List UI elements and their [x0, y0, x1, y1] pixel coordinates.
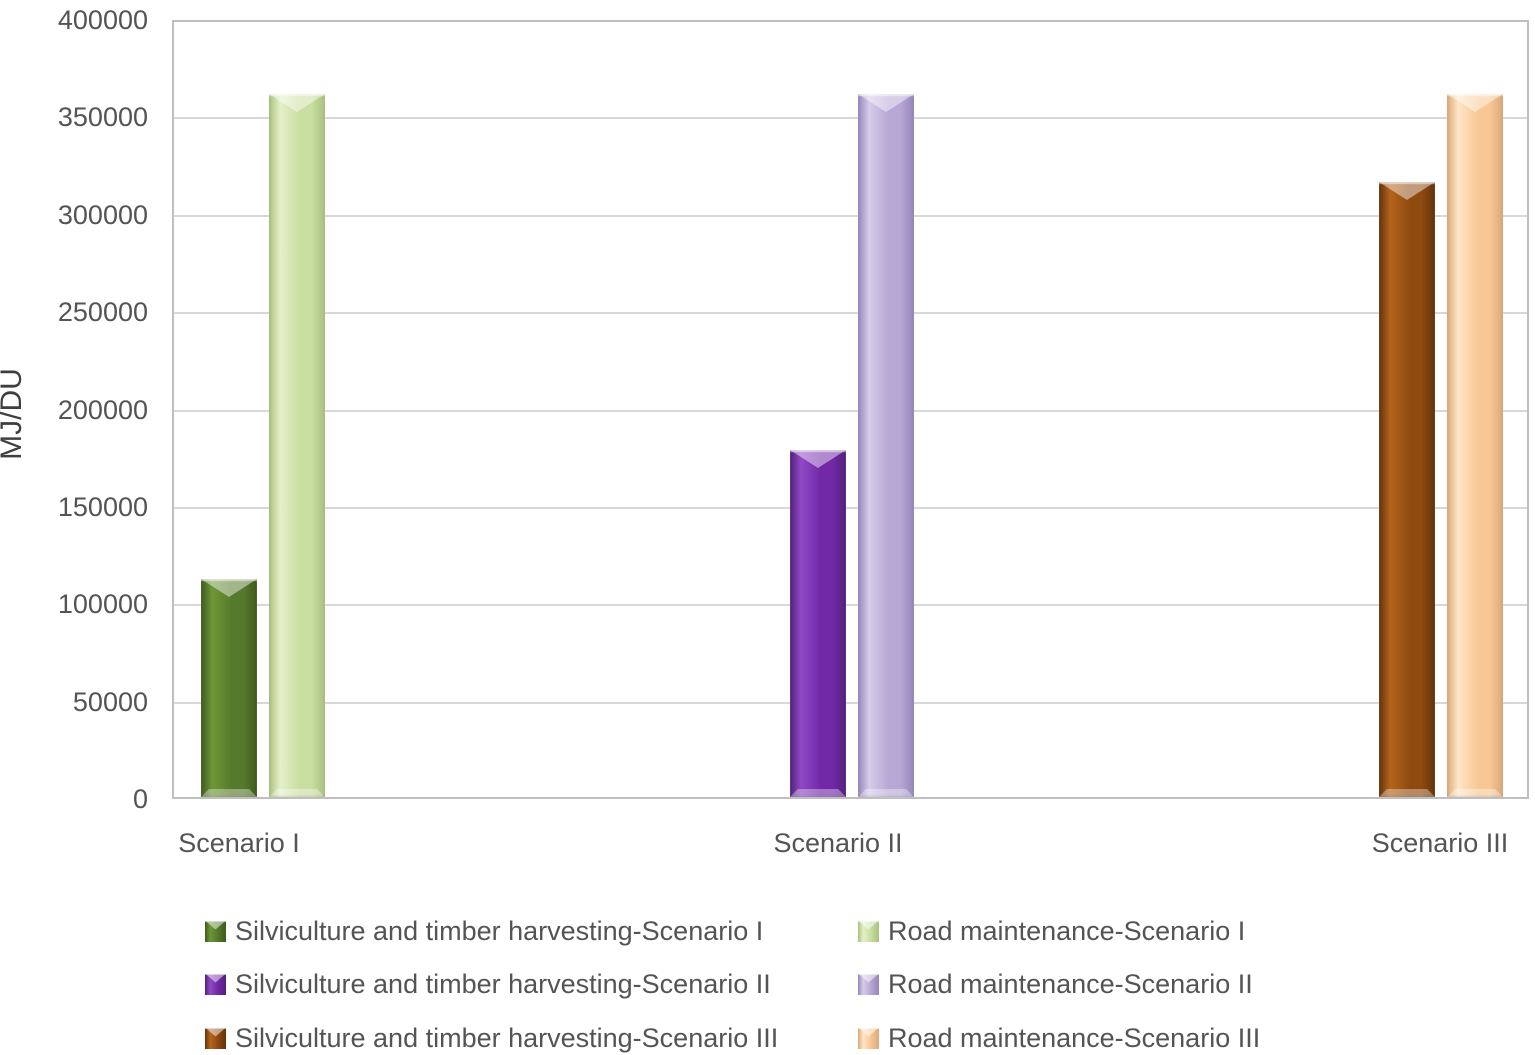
legend-item: Silviculture and timber harvesting-Scena…: [205, 1023, 778, 1053]
bar-top-bevel: [1447, 94, 1503, 112]
legend-label: Silviculture and timber harvesting-Scena…: [235, 1023, 779, 1053]
bar-road-maintenance-scenario-ii: [858, 94, 914, 797]
y-tick-label: 0: [132, 784, 148, 814]
y-tick-label: 300000: [57, 199, 148, 230]
y-tick-label: 250000: [57, 297, 148, 328]
legend-item: Silviculture and timber harvesting-Scena…: [205, 969, 771, 999]
gridline: [174, 117, 1527, 120]
y-tick-label: 200000: [57, 394, 148, 425]
legend-label: Road maintenance-Scenario III: [888, 1023, 1261, 1053]
bar-road-maintenance-scenario-iii: [1447, 94, 1503, 797]
gridline: [174, 604, 1527, 607]
x-category-label: Scenario I: [178, 828, 300, 858]
legend-label: Road maintenance-Scenario I: [888, 916, 1246, 946]
bar-top-bevel: [201, 579, 257, 597]
bar-bottom-bevel: [1379, 789, 1435, 797]
bar-bottom-bevel: [269, 789, 325, 797]
bar-road-maintenance-scenario-i: [269, 94, 325, 797]
legend-label: Silviculture and timber harvesting-Scena…: [235, 969, 771, 999]
bar-top-bevel: [1379, 182, 1435, 200]
legend-marker-icon: [205, 973, 226, 995]
bar-top-bevel: [269, 94, 325, 112]
legend-marker-bevel: [205, 973, 226, 983]
legend-item: Road maintenance-Scenario II: [858, 969, 1253, 999]
bar-bottom-bevel: [1447, 789, 1503, 797]
legend-label: Silviculture and timber harvesting-Scena…: [235, 916, 764, 946]
legend-item: Road maintenance-Scenario I: [858, 916, 1245, 946]
legend-marker-icon: [205, 920, 226, 942]
legend-marker-icon: [858, 1027, 879, 1049]
bar-bottom-bevel: [858, 789, 914, 797]
legend-marker-icon: [858, 973, 879, 995]
x-category-label: Scenario III: [1371, 828, 1509, 858]
bar-top-bevel: [858, 94, 914, 112]
gridline: [174, 506, 1527, 509]
bar-silviculture-and-timber-harvesting-scenario-ii: [790, 450, 846, 797]
gridline: [174, 214, 1527, 217]
legend-item: Road maintenance-Scenario III: [858, 1023, 1260, 1053]
y-tick-label: 50000: [72, 686, 148, 717]
bar-silviculture-and-timber-harvesting-scenario-iii: [1379, 182, 1435, 797]
y-tick-label: 350000: [57, 102, 148, 133]
legend-marker-bevel: [205, 1027, 226, 1037]
gridline: [174, 701, 1527, 704]
legend-marker-icon: [858, 920, 879, 942]
plot-area: [172, 20, 1529, 799]
bar-silviculture-and-timber-harvesting-scenario-i: [201, 579, 257, 797]
legend-marker-bevel: [858, 973, 879, 983]
legend-marker-icon: [205, 1027, 226, 1049]
legend-marker-bevel: [858, 1027, 879, 1037]
y-tick-label: 150000: [57, 491, 148, 522]
legend-item: Silviculture and timber harvesting-Scena…: [205, 916, 763, 946]
legend-marker-bevel: [858, 920, 879, 930]
gridline: [174, 312, 1527, 315]
bar-bottom-bevel: [790, 789, 846, 797]
bar-bottom-bevel: [201, 789, 257, 797]
bar-top-bevel: [790, 450, 846, 468]
legend-label: Road maintenance-Scenario II: [888, 969, 1253, 999]
y-tick-label: 400000: [57, 5, 148, 35]
gridline: [174, 409, 1527, 412]
x-category-label: Scenario II: [773, 828, 903, 858]
y-tick-label: 100000: [57, 589, 148, 620]
legend-marker-bevel: [205, 920, 226, 930]
